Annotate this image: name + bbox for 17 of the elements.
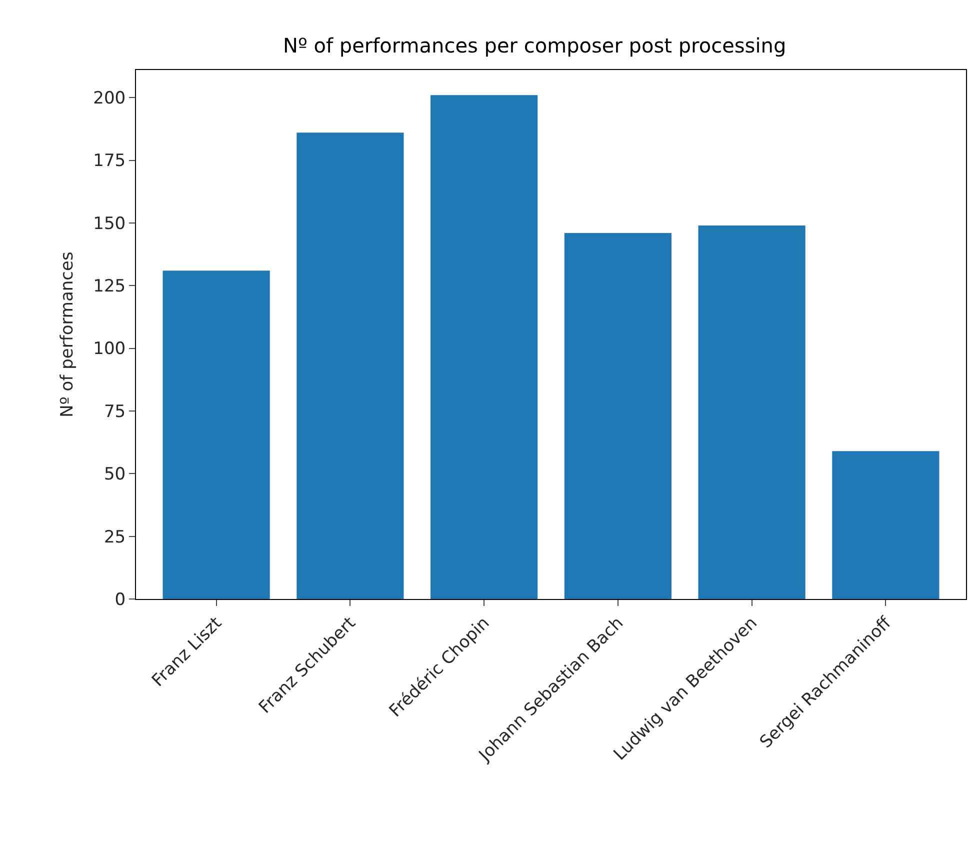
y-tick-label: 175 xyxy=(93,151,126,172)
y-tick-label: 50 xyxy=(104,464,126,485)
chart-title: Nº of performances per composer post processing xyxy=(283,33,786,58)
bar xyxy=(162,270,270,599)
y-tick-label: 150 xyxy=(93,214,126,234)
y-tick-label: 200 xyxy=(93,88,126,109)
y-tick-label: 125 xyxy=(93,276,126,297)
bar xyxy=(832,451,940,599)
bar xyxy=(698,225,806,599)
y-tick-label: 0 xyxy=(114,590,126,610)
y-tick-label: 25 xyxy=(104,527,126,548)
bar xyxy=(430,95,538,599)
y-axis-title: Nº of performances xyxy=(58,252,78,418)
y-tick-label: 100 xyxy=(93,339,126,360)
bar xyxy=(564,232,672,599)
bar xyxy=(296,132,404,599)
y-tick-label: 75 xyxy=(104,402,126,422)
